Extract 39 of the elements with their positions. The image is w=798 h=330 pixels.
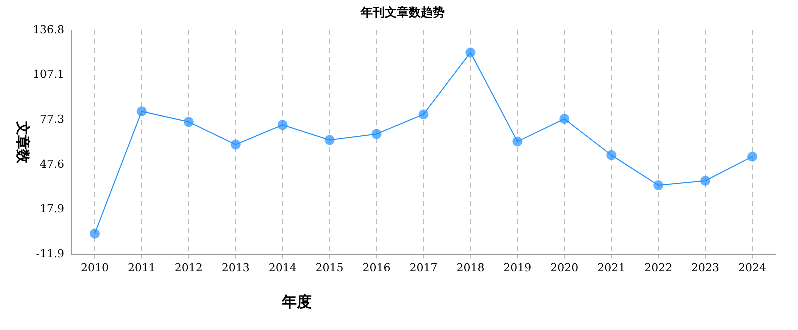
point [654,180,664,191]
x-tick-label: 2014 [268,261,297,274]
y-tick-label: 77.3 [40,113,64,126]
point [136,106,147,117]
point [512,136,523,147]
y-tick-label: 107.1 [32,68,64,82]
x-tick-label: 2021 [598,261,626,274]
point [90,228,100,239]
point [606,150,617,160]
y-axis-title: 文章数 [14,120,32,165]
y-tick-label: -11.9 [36,248,64,261]
x-tick-label: 2013 [222,261,250,274]
x-tick-label: 2010 [80,261,109,274]
x-tick-label: 2015 [316,261,344,274]
x-tick-label: 2016 [362,261,391,274]
point [278,120,288,130]
point [372,129,382,140]
x-tick-label: 2020 [550,261,579,274]
x-tick-label: 2024 [738,261,767,274]
x-tick-label: 2017 [410,261,438,274]
point [466,48,476,58]
point [324,135,335,146]
y-tick-label: 17.9 [40,202,64,216]
point [560,114,570,124]
x-tick-label: 2019 [504,261,532,274]
y-tick-label: 136.8 [32,23,64,36]
x-tick-label: 2012 [174,261,203,274]
x-tick-label: 2023 [692,261,720,274]
point [700,176,711,186]
x-tick-label: 2022 [644,261,673,274]
y-tick-label: 47.6 [40,158,64,171]
x-tick-label: 2018 [456,261,485,274]
point [230,140,241,150]
x-axis-title: 年度 [281,292,312,311]
point [184,117,194,128]
chart-title: 年刊文章数趋势 [360,5,445,20]
x-tick-label: 2011 [128,261,156,274]
point [748,152,758,162]
point [418,110,429,120]
